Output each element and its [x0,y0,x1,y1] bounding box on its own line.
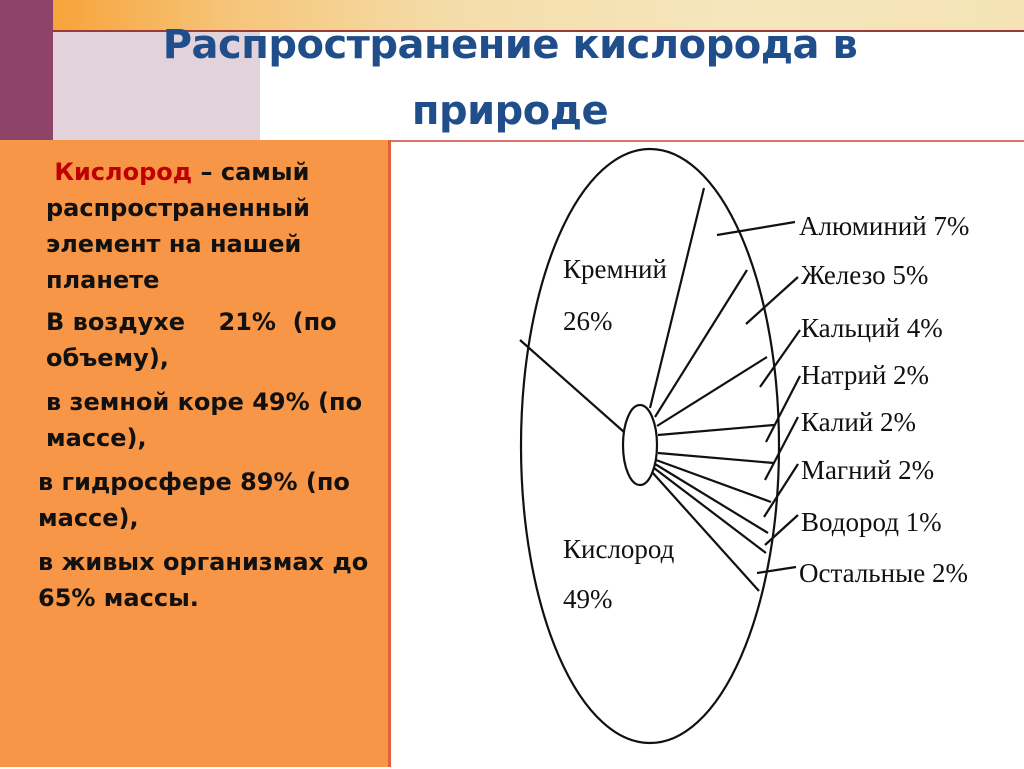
slice-divider [651,471,760,592]
legend-hydrogen: Водород 1% [801,507,942,537]
legend-others: Остальные 2% [799,558,968,588]
slice-divider [654,269,748,418]
decorative-top-band [53,0,1024,30]
slice-divider [656,356,768,427]
leader-line-hydrogen [764,514,799,546]
legend-sodium: Натрий 2% [801,360,929,390]
fact-air: В воздухе 21% (по объему), [46,308,346,372]
fact-organisms: в живых организмах до 65% массы. [38,548,369,612]
legend-iron: Железо 5% [801,260,928,290]
slice-value-silicon: 26% [563,306,613,336]
slide-title-line-1: Распространение кислорода в [162,22,858,68]
decorative-maroon-bar [0,0,53,140]
fact-earth-crust: в земной коре 49% (по массе), [46,388,363,452]
pie-chart: Кремний 26% Кислород 49% Алюминий 7% Жел… [519,147,969,745]
leader-line-calcium [759,329,801,388]
pie-hub [621,403,659,487]
leader-line-sodium [765,375,801,443]
leader-line-aluminium [716,220,796,237]
legend-magnesium: Магний 2% [801,455,934,485]
slide-title-line-2: природе [411,88,609,134]
intro-paragraph: Кислород – самый распространенный элемен… [46,154,386,298]
decorative-top-rule [53,30,1024,32]
leader-line-iron [745,276,799,325]
slice-divider [654,463,769,534]
legend-potassium: Калий 2% [801,407,916,437]
legend-calcium: Кальций 4% [801,313,943,343]
slice-divider [519,339,625,433]
chart-panel: Кремний 26% Кислород 49% Алюминий 7% Жел… [391,140,1024,769]
slice-label-silicon: Кремний [563,254,667,284]
leader-line-others [756,565,797,575]
slice-label-oxygen: Кислород [563,534,675,564]
slice-divider [655,458,772,504]
slice-divider [657,423,775,437]
facts-text: Кислород – самый распространенный элемен… [38,154,386,624]
leader-line-potassium [764,416,799,481]
slice-divider [653,467,767,554]
decorative-mauve-block [53,32,260,140]
oxygen-highlight: Кислород [54,158,193,186]
slide-title: Распространение кислорода в природе [100,12,920,144]
pie-outline [519,147,781,745]
facts-panel: Кислород – самый распространенный элемен… [0,140,391,767]
fact-hydrosphere: в гидросфере 89% (по массе), [38,468,350,532]
legend-aluminium: Алюминий 7% [799,211,969,241]
intro-rest: – самый распространенный элемент на наше… [46,158,310,294]
leader-line-magnesium [763,463,799,518]
slice-divider [657,451,775,465]
slice-value-oxygen: 49% [563,584,613,614]
slice-divider [648,187,706,409]
